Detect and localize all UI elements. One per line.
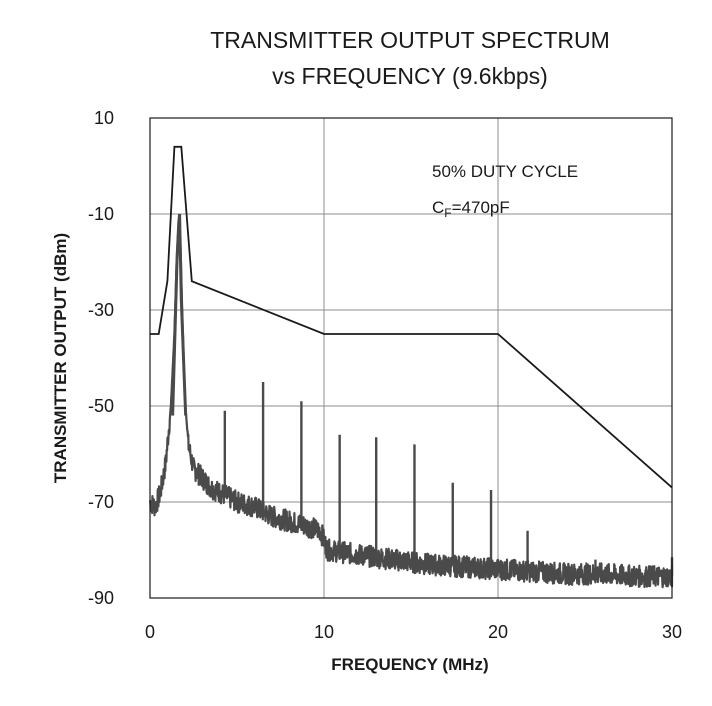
y-tick-label: -90 — [88, 588, 114, 608]
y-tick-label: -70 — [88, 492, 114, 512]
cf-subscript: F — [444, 206, 451, 220]
y-tick-label: 10 — [94, 108, 114, 128]
x-tick-label: 30 — [662, 622, 682, 642]
mask-limit-line — [150, 145, 673, 489]
grid — [150, 118, 672, 598]
cf-symbol: C — [432, 198, 444, 217]
duty-cycle-annotation: 50% DUTY CYCLE — [432, 162, 578, 181]
spectrum-trace — [148, 213, 674, 589]
capacitor-annotation: CF=470pF — [432, 198, 510, 220]
chart-title: TRANSMITTER OUTPUT SPECTRUM — [210, 27, 610, 53]
x-tick-label: 0 — [145, 622, 155, 642]
y-axis-label: TRANSMITTER OUTPUT (dBm) — [51, 233, 70, 483]
y-axis-ticks: 10 -10 -30 -50 -70 -90 — [88, 108, 114, 608]
chart-subtitle: vs FREQUENCY (9.6kbps) — [272, 63, 548, 89]
x-axis-ticks: 0 10 20 30 — [145, 622, 682, 642]
harmonic-spurs — [223, 382, 674, 577]
x-tick-label: 20 — [488, 622, 508, 642]
y-tick-label: -30 — [88, 300, 114, 320]
x-axis-label: FREQUENCY (MHz) — [331, 655, 488, 674]
y-tick-label: -10 — [88, 204, 114, 224]
x-tick-label: 10 — [314, 622, 334, 642]
carrier-peak — [171, 213, 188, 416]
cf-value: =470pF — [452, 198, 510, 217]
y-tick-label: -50 — [88, 396, 114, 416]
mask-line — [150, 145, 673, 489]
plot-area-frame — [149, 117, 673, 599]
